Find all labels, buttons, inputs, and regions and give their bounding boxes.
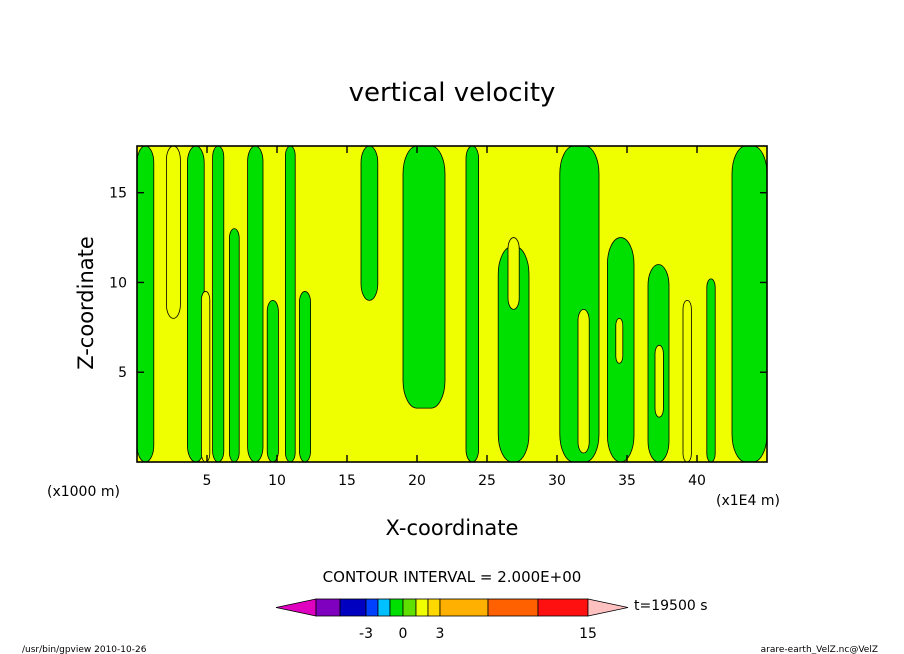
x-axis-label: X-coordinate [386,516,519,540]
y-tick-label: 10 [109,275,127,291]
plot-frame [136,145,768,463]
x-tick-label: 10 [268,473,286,489]
negative-region [465,146,479,462]
colorbar: -3 0 3 15 [275,598,629,642]
x-tick-label: 15 [338,473,356,489]
x-tick-label: 35 [618,473,636,489]
y-tick-label: 15 [109,186,127,202]
negative-region [212,146,225,462]
positive-island [615,317,624,364]
colorbar-segment [365,598,379,617]
colorbar-segment [537,598,589,617]
negative-region [229,228,240,462]
colorbar-segment [377,598,391,617]
colorbar-arrow-left [275,598,317,617]
negative-region [247,146,264,462]
colorbar-segment [415,598,429,617]
positive-island [507,237,520,310]
colorbar-segment [427,598,441,617]
colorbar-tick-label: 3 [436,626,445,642]
chart-title: vertical velocity [349,78,556,108]
positive-island [654,344,664,418]
plot-area [136,145,768,463]
colorbar-segment [315,598,341,617]
colorbar-tick-label: 15 [579,626,597,642]
colorbar-segment [487,598,539,617]
colorbar-tick-label: 0 [399,626,408,642]
negative-region [731,146,767,462]
negative-region [137,146,155,462]
x-tick-label: 5 [203,473,212,489]
negative-regions [137,146,767,462]
y-axis: 5 10 15 [109,186,767,381]
negative-region [299,291,311,462]
x-units-right: (x1E4 m) [716,493,780,509]
colorbar-tick-label: -3 [359,626,373,642]
negative-region [285,146,296,462]
x-axis: 5 10 15 20 25 30 35 40 [203,146,706,489]
x-tick-label: 30 [548,473,566,489]
negative-region [402,146,446,409]
y-tick-label: 5 [118,365,127,381]
footer-left: /usr/bin/gpview 2010-10-26 [22,645,147,654]
colorbar-segment [439,598,489,617]
x-tick-label: 25 [478,473,496,489]
time-label: t=19500 s [634,598,708,614]
x-units-left: (x1000 m) [47,484,120,500]
colorbar-segment [339,598,367,617]
negative-region [266,300,279,462]
x-tick-label: 40 [688,473,706,489]
colorbar-segment [402,598,417,617]
x-tick-label: 20 [408,473,426,489]
negative-region [706,278,716,462]
positive-island [201,291,211,462]
colorbar-segment [389,598,404,617]
colorbar-arrow-right [587,598,629,617]
negative-region [360,146,379,301]
positive-island [682,300,692,462]
positive-island [577,308,590,454]
contour-interval-note: CONTOUR INTERVAL = 2.000E+00 [323,568,582,586]
footer-right: arare-earth_VelZ.nc@VelZ [761,645,878,654]
positive-island [166,146,181,319]
y-axis-label: Z-coordinate [74,236,98,370]
